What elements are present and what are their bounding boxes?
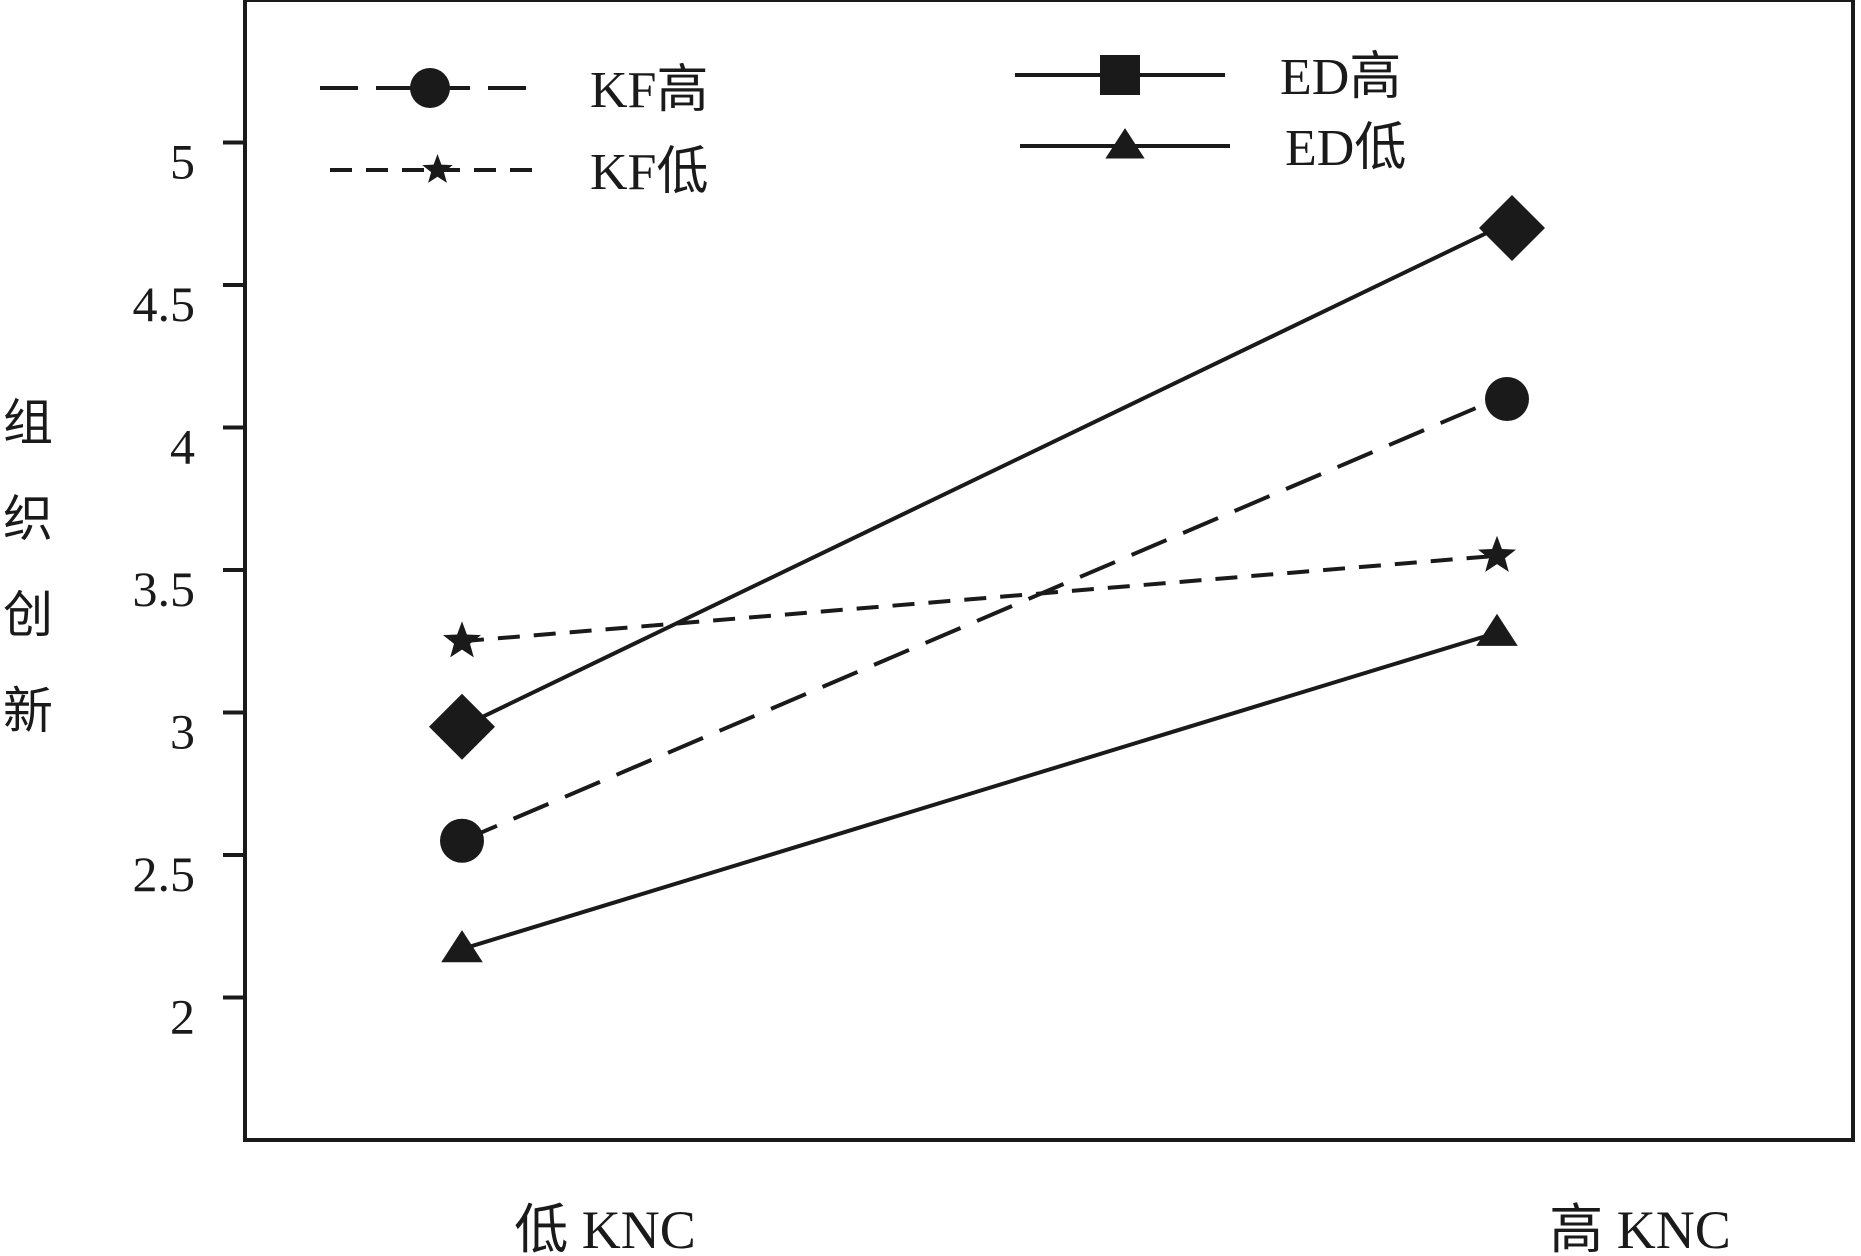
y-tick-label: 3 — [170, 704, 195, 760]
y-axis-ticks: 2 2.5 3 3.5 4 4.5 5 — [133, 134, 245, 1045]
data-point-diamond — [429, 693, 495, 760]
legend-label: ED高 — [1280, 49, 1401, 106]
series-line — [461, 553, 1498, 644]
y-tick-label: 2.5 — [133, 846, 196, 902]
y-tick-label: 4 — [170, 419, 195, 475]
y-tick-label: 3.5 — [133, 561, 196, 617]
y-axis-title-char: 组 — [3, 395, 53, 451]
data-point-triangle — [1476, 613, 1518, 646]
series-line — [461, 226, 1498, 729]
y-tick-label: 2 — [170, 989, 195, 1045]
y-axis-title-char: 新 — [3, 683, 53, 739]
y-tick-label: 5 — [170, 134, 195, 190]
data-point-circle — [440, 818, 484, 863]
legend-label: ED低 — [1285, 120, 1406, 177]
data-point-star — [443, 621, 481, 658]
legend-label: KF高 — [590, 62, 708, 119]
legend: ED高 KF高 KF低 ED低 — [320, 49, 1406, 201]
data-point-star — [1478, 535, 1516, 572]
legend-marker-square — [1100, 55, 1140, 95]
x-category-label: 低 KNC — [514, 1200, 696, 1256]
x-category-label: 高 KNC — [1549, 1200, 1731, 1256]
legend-label: KF低 — [590, 144, 708, 201]
y-axis-title-char: 创 — [3, 587, 53, 643]
legend-marker-star — [422, 154, 453, 183]
series-line — [461, 397, 1498, 843]
y-axis-label: 组织创新 — [3, 395, 53, 739]
legend-marker-circle — [410, 68, 450, 108]
y-tick-label: 4.5 — [133, 276, 196, 332]
legend-marker-triangle — [1105, 128, 1145, 159]
data-point-diamond — [1479, 195, 1545, 261]
data-point-triangle — [441, 930, 483, 963]
series-markers — [429, 195, 1545, 963]
y-axis-title: 组织创新 — [3, 395, 53, 739]
y-axis-title-char: 织 — [3, 491, 53, 547]
series-line — [461, 630, 1498, 951]
series-lines — [461, 226, 1498, 951]
data-point-circle — [1485, 377, 1529, 421]
x-axis-category-labels: 低 KNC 高 KNC — [514, 1200, 1731, 1256]
